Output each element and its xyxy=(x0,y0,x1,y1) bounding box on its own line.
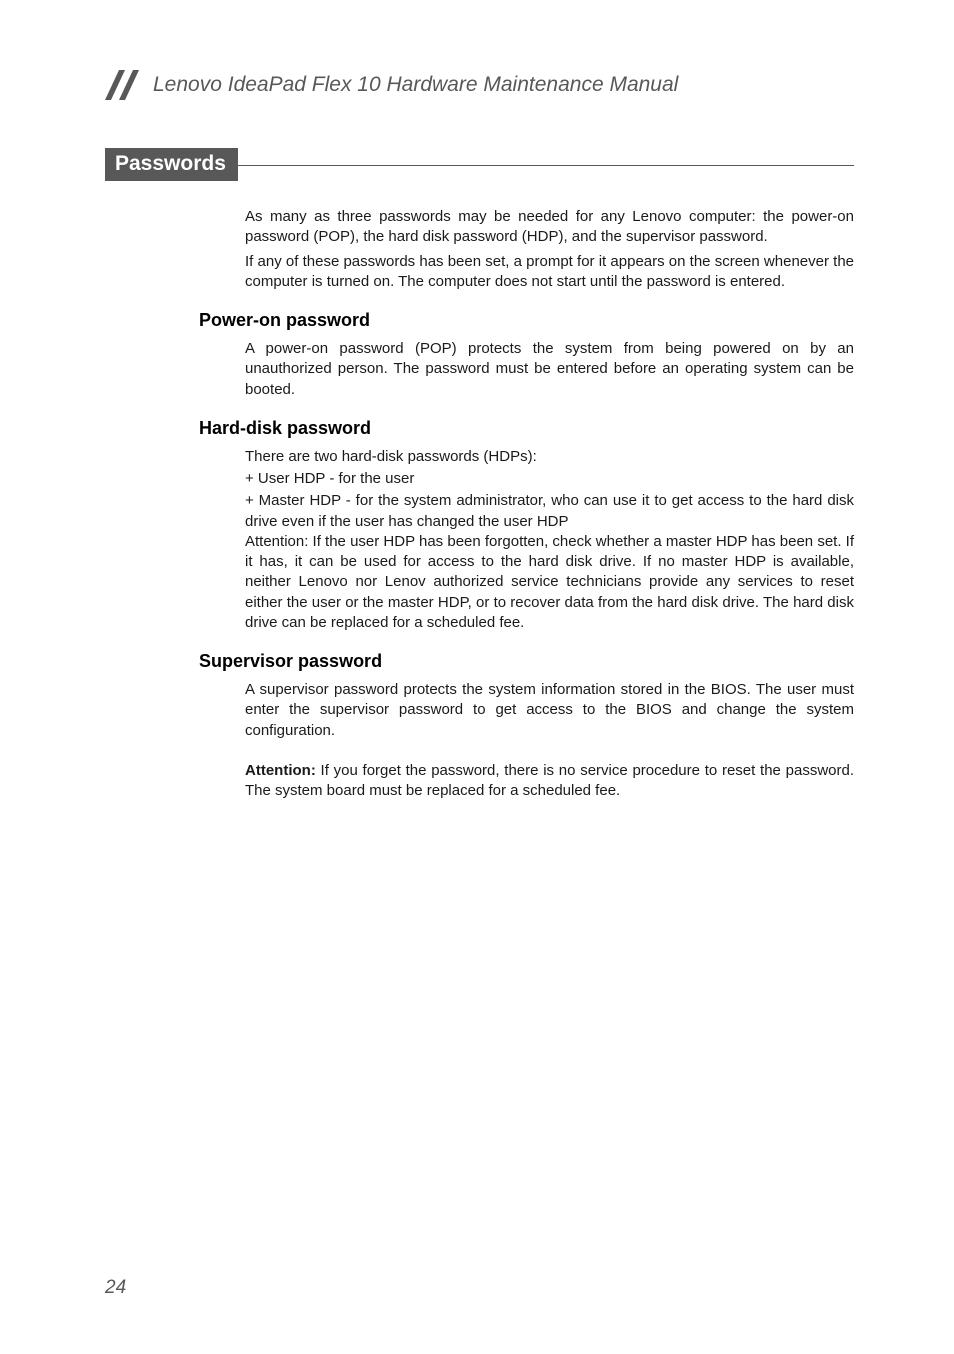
attention-body: If you forget the password, there is no … xyxy=(245,762,854,799)
supervisor-heading: Supervisor password xyxy=(199,651,854,672)
intro-para-2: If any of these passwords has been set, … xyxy=(245,252,854,293)
manual-title: Lenovo IdeaPad Flex 10 Hardware Maintena… xyxy=(153,73,678,97)
hdp-attention: Attention: If the user HDP has been forg… xyxy=(245,532,854,633)
power-on-body: A power-on password (POP) protects the s… xyxy=(245,339,854,400)
hard-disk-block: There are two hard-disk passwords (HDPs)… xyxy=(245,447,854,633)
intro-block: As many as three passwords may be needed… xyxy=(245,207,854,292)
section-header-wrap: Passwords xyxy=(105,148,854,181)
hdp-bullet2: + Master HDP - for the system administra… xyxy=(245,491,854,532)
page-header: Lenovo IdeaPad Flex 10 Hardware Maintena… xyxy=(105,70,854,100)
intro-para-1: As many as three passwords may be needed… xyxy=(245,207,854,248)
power-on-block: A power-on password (POP) protects the s… xyxy=(245,339,854,400)
attention-label: Attention: xyxy=(245,762,316,779)
hdp-line1: There are two hard-disk passwords (HDPs)… xyxy=(245,447,854,467)
hdp-bullet1: + User HDP - for the user xyxy=(245,469,854,489)
section-title: Passwords xyxy=(105,148,238,181)
supervisor-attention: Attention: If you forget the password, t… xyxy=(245,761,854,802)
page-container: Lenovo IdeaPad Flex 10 Hardware Maintena… xyxy=(0,0,954,801)
hard-disk-heading: Hard-disk password xyxy=(199,418,854,439)
supervisor-body: A supervisor password protects the syste… xyxy=(245,680,854,741)
supervisor-block: A supervisor password protects the syste… xyxy=(245,680,854,801)
page-number: 24 xyxy=(105,1277,126,1299)
slash-logo-icon xyxy=(105,70,143,100)
power-on-heading: Power-on password xyxy=(199,310,854,331)
